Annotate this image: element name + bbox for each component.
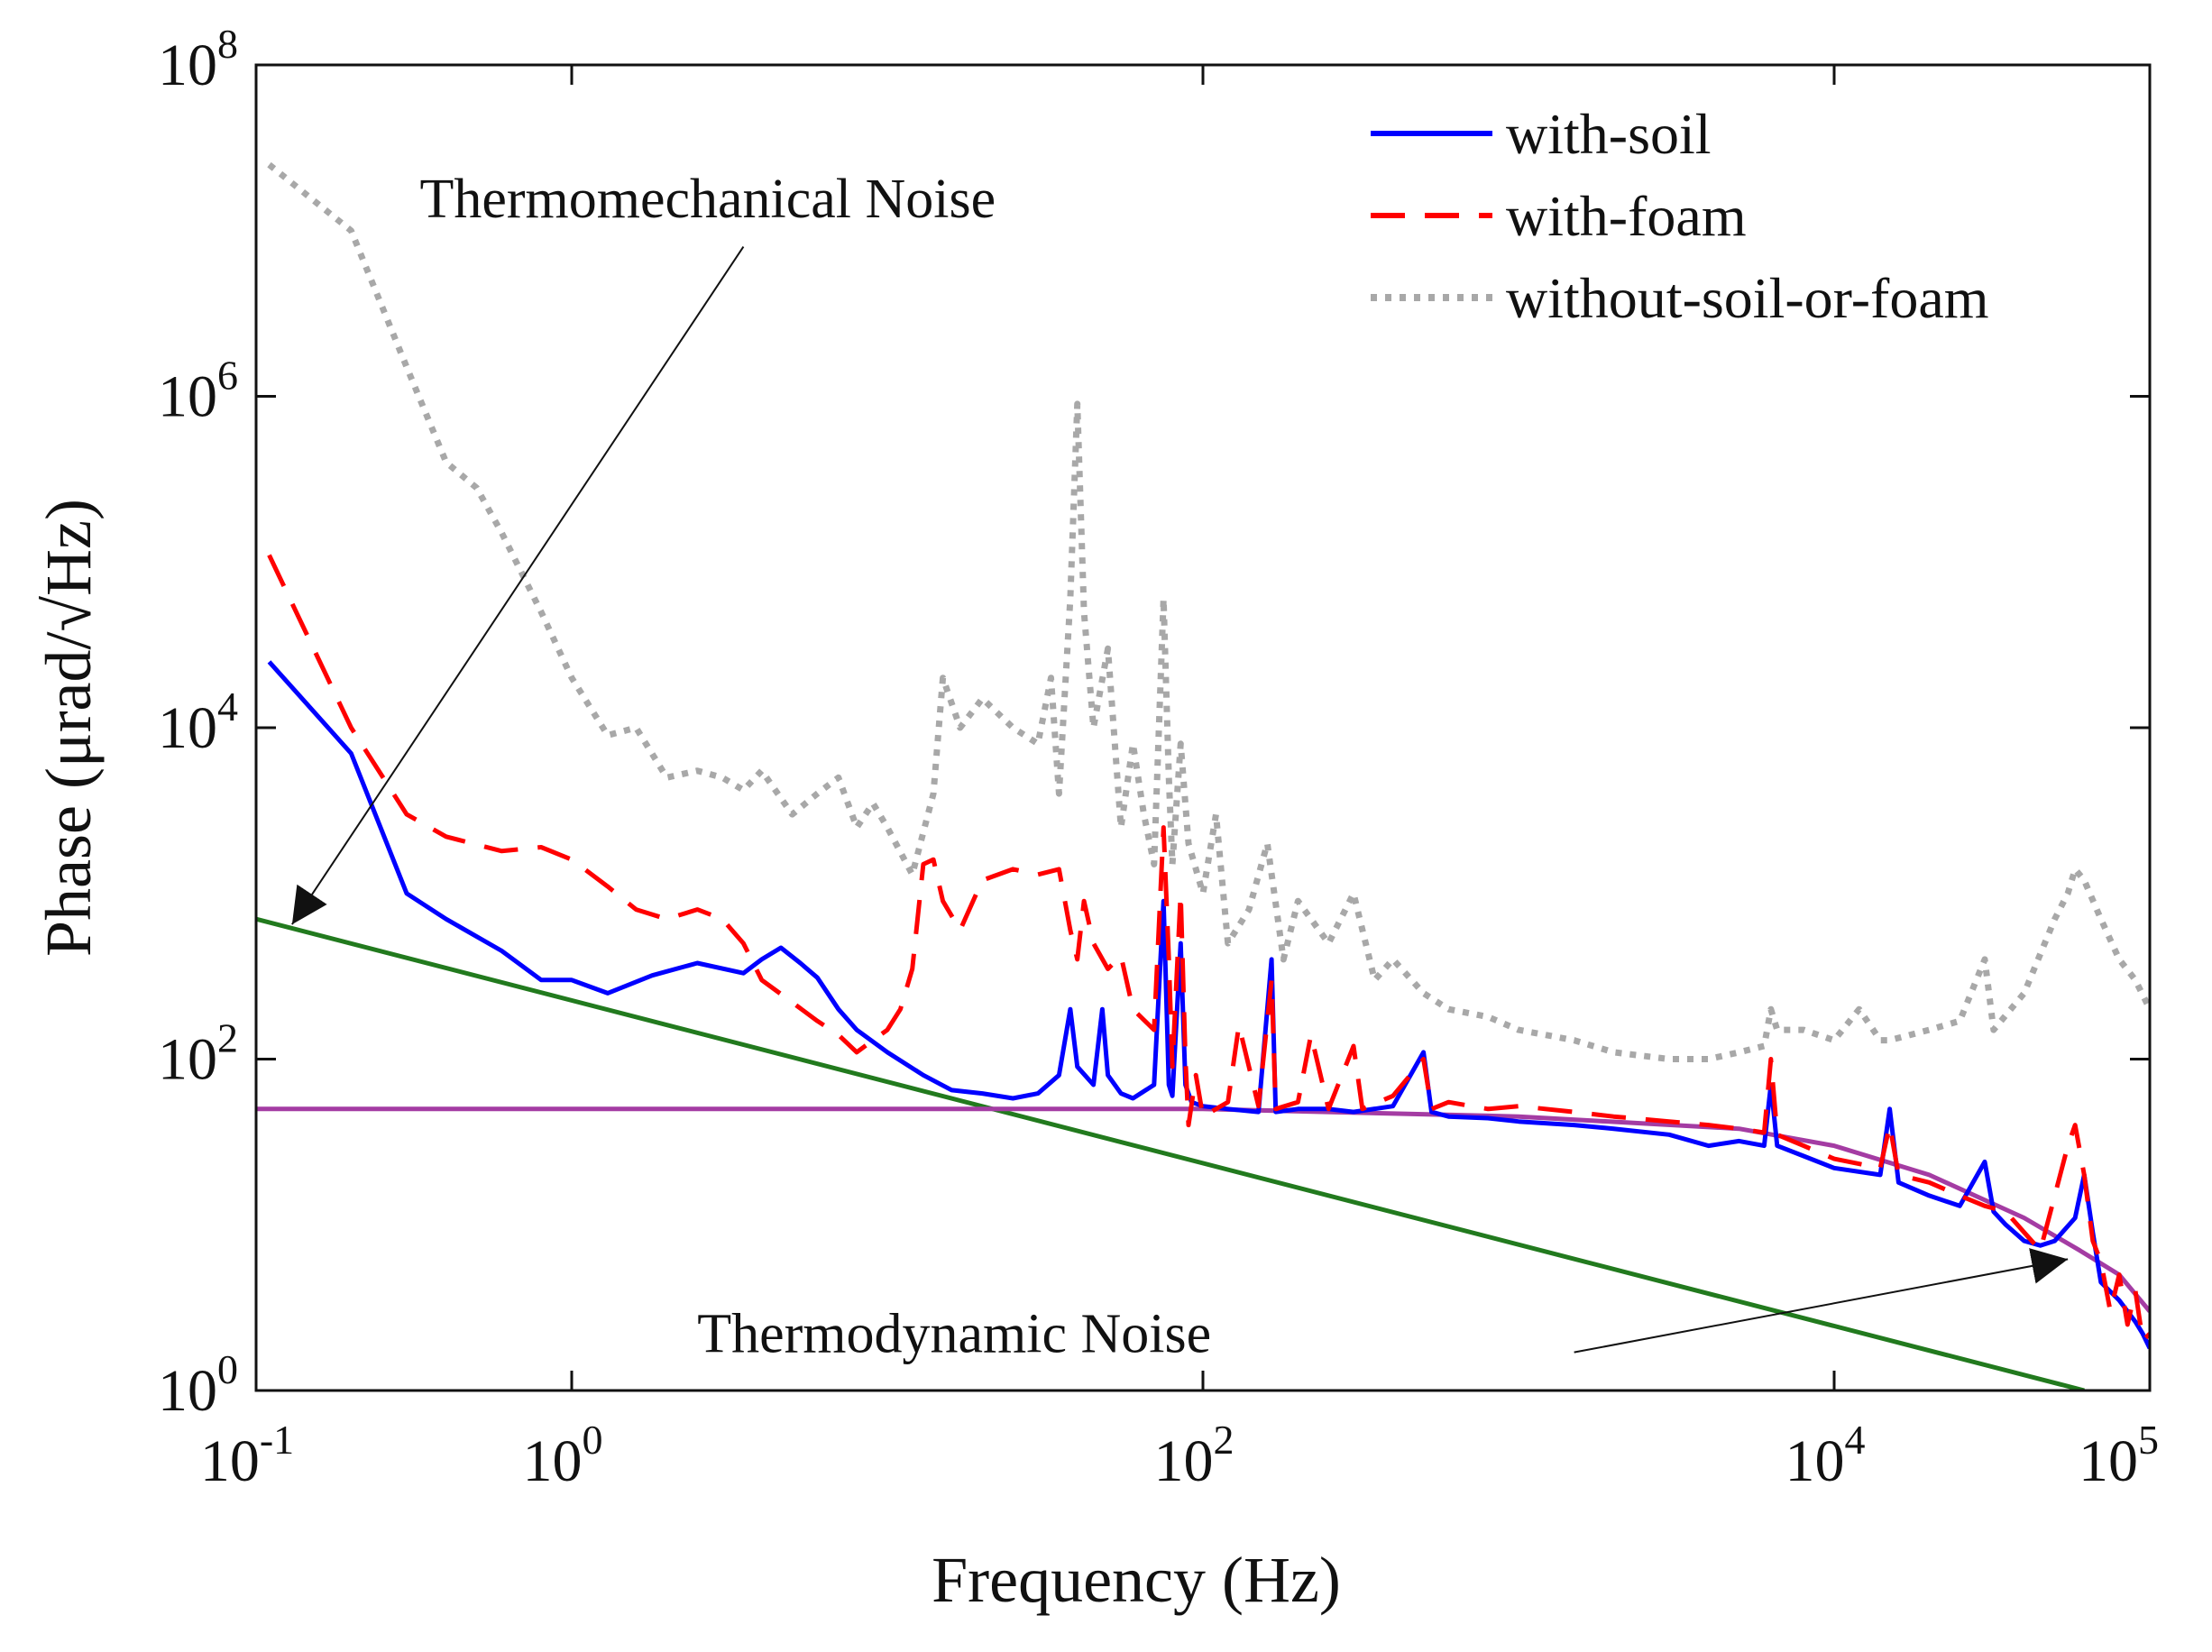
x-axis-label: Frequency (Hz): [932, 1544, 1341, 1616]
y-tick-exponent: 6: [217, 353, 238, 399]
series-line-with-foam: [267, 554, 2150, 1344]
series-line-without-soil-or-foam: [267, 161, 2150, 1062]
x-tick-label: 104: [1785, 1417, 1866, 1494]
legend-label-with-foam: with-foam: [1506, 184, 1747, 248]
legend-label-without-soil-or-foam: without-soil-or-foam: [1506, 266, 1989, 330]
y-tick-base: 10: [158, 32, 217, 98]
y-tick-label: 108: [158, 21, 238, 98]
series-line-thermomechanical-noise-model: [256, 916, 2085, 1390]
series-line-with-soil: [267, 660, 2150, 1350]
x-tick-exponent: 5: [2138, 1417, 2159, 1463]
y-tick-label: 100: [158, 1346, 238, 1424]
y-tick-base: 10: [158, 364, 217, 430]
y-tick-label: 106: [158, 353, 238, 430]
legend: with-soil with-foam without-soil-or-foam: [1371, 102, 1989, 330]
annotation-arrow-thermomechanical-noise: [291, 246, 745, 925]
x-tick-label: 105: [2079, 1417, 2159, 1494]
x-tick-label: 102: [1154, 1417, 1234, 1494]
annotation-thermodynamic-noise: Thermodynamic Noise: [697, 1304, 1211, 1365]
y-tick-base: 10: [158, 1027, 217, 1093]
x-tick-base: 10: [523, 1428, 583, 1494]
series-layer: [256, 161, 2150, 1390]
y-tick-base: 10: [158, 695, 217, 761]
annotation-arrow-thermodynamic-noise: [1574, 1248, 2069, 1354]
x-tick-exponent: 0: [583, 1417, 603, 1463]
x-tick-exponent: -1: [260, 1417, 294, 1463]
x-tick-label: 100: [523, 1417, 603, 1494]
y-tick-exponent: 2: [217, 1015, 238, 1061]
y-tick-base: 10: [158, 1358, 217, 1424]
x-tick-base: 10: [200, 1428, 260, 1494]
x-tick-base: 10: [1785, 1428, 1845, 1494]
y-tick-label: 102: [158, 1015, 238, 1093]
x-tick-exponent: 4: [1845, 1417, 1866, 1463]
y-axis-label: Phase (μrad/√Hz): [32, 499, 105, 957]
x-tick-label: 10-1: [200, 1417, 294, 1494]
y-tick-exponent: 0: [217, 1346, 238, 1392]
annotation-thermomechanical-noise: Thermomechanical Noise: [419, 169, 996, 230]
x-tick-base: 10: [2079, 1428, 2138, 1494]
y-tick-exponent: 8: [217, 21, 238, 67]
y-tick-exponent: 4: [217, 684, 238, 730]
annotation-layer: Thermomechanical Noise Thermodynamic Nois…: [291, 169, 2069, 1365]
x-tick-exponent: 2: [1214, 1417, 1234, 1463]
y-tick-label: 104: [158, 684, 238, 761]
x-tick-base: 10: [1154, 1428, 1214, 1494]
legend-label-with-soil: with-soil: [1506, 102, 1712, 166]
